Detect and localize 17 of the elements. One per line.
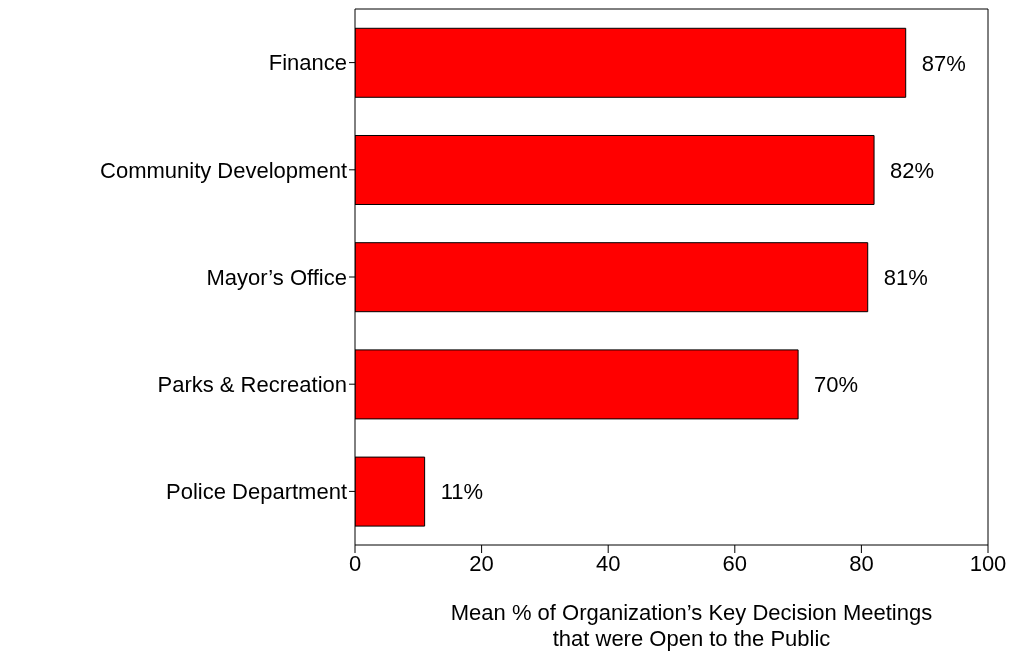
x-tick-label: 0	[348, 550, 362, 576]
x-tick-label: 20	[469, 550, 494, 576]
y-tick-label: Finance	[268, 50, 347, 76]
data-label: 11%	[440, 479, 484, 505]
data-label: 70%	[814, 372, 859, 398]
y-tick-label: Parks & Recreation	[157, 372, 347, 398]
y-tick-label: Police Department	[166, 479, 347, 505]
x-tick-label: 60	[722, 550, 748, 576]
x-axis-title: Mean % of Organization’s Key Decision Meetings that were Open to the Public	[450, 600, 933, 651]
data-label: 81%	[883, 265, 928, 291]
y-tick-label: Community Development	[100, 157, 347, 183]
y-tick-label: Mayor’s Office	[206, 264, 347, 290]
x-tick-label: 40	[595, 550, 621, 576]
x-tick-label: 80	[849, 550, 874, 576]
data-label: 82%	[890, 157, 935, 183]
x-tick-label: 100	[969, 550, 1007, 576]
data-label: 87%	[921, 50, 966, 76]
